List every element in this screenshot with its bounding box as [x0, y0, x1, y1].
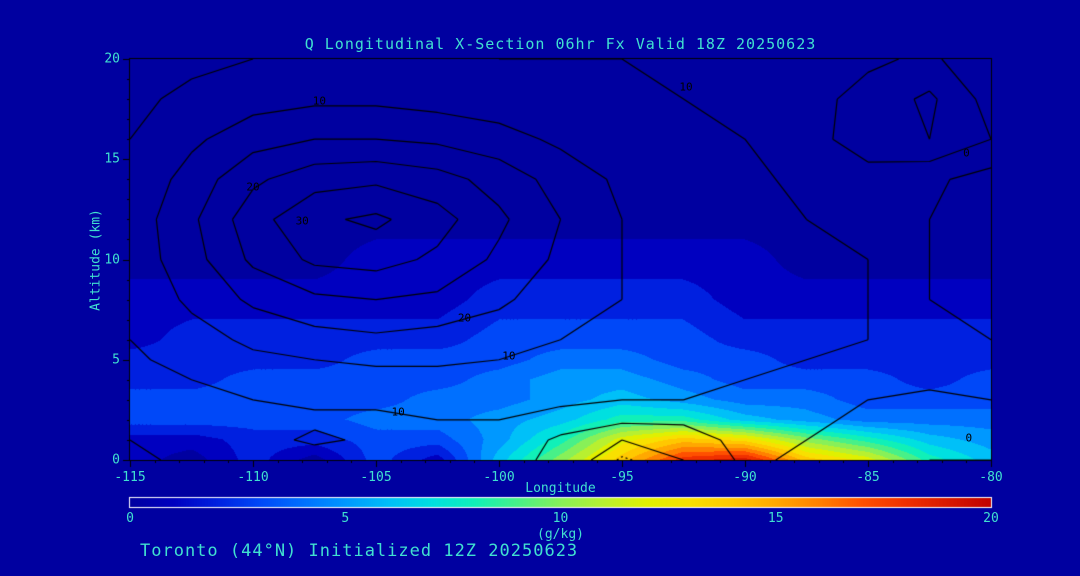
- contour-label: 20: [246, 180, 260, 194]
- colorbar-tick-label: 20: [983, 511, 999, 526]
- x-tick-label: -80: [979, 470, 1003, 485]
- x-tick-label: -105: [360, 470, 392, 485]
- y-tick-label: 10: [104, 252, 120, 267]
- contour-label: 30: [295, 214, 309, 228]
- x-tick-label: -90: [733, 470, 757, 485]
- y-tick-label: 15: [104, 151, 120, 167]
- x-tick-label: -85: [856, 470, 880, 485]
- colorbar-tick-label: 0: [126, 511, 134, 526]
- colorbar-tick-label: 15: [767, 511, 784, 526]
- contour-label: 10: [502, 349, 516, 363]
- x-tick-label: -100: [483, 470, 515, 485]
- contour-label: 20: [457, 311, 472, 325]
- init-caption: Toronto (44°N) Initialized 12Z 20250623: [140, 541, 579, 561]
- y-tick-label: 5: [112, 352, 120, 368]
- chart-title: Q Longitudinal X-Section 06hr Fx Valid 1…: [304, 35, 817, 53]
- colorbar-tick-label: 5: [341, 511, 350, 526]
- contour-label: 10: [679, 80, 693, 94]
- x-tick-label: -95: [610, 470, 634, 485]
- x-tick-label: -110: [237, 470, 269, 485]
- contour-label: 0: [963, 146, 970, 160]
- x-axis-label: Longitude: [525, 481, 596, 496]
- contour-label: 10: [391, 405, 405, 419]
- x-tick-label: -115: [114, 470, 146, 485]
- contour-label: 10: [312, 94, 327, 108]
- y-tick-label: 0: [112, 452, 120, 468]
- y-tick-label: 20: [104, 51, 120, 67]
- contour-label: 0: [965, 431, 973, 445]
- y-axis-label: Altitude (km): [88, 209, 104, 311]
- colorbar-units-label: (g/kg): [537, 527, 584, 542]
- colorbar-tick-label: 10: [552, 511, 569, 526]
